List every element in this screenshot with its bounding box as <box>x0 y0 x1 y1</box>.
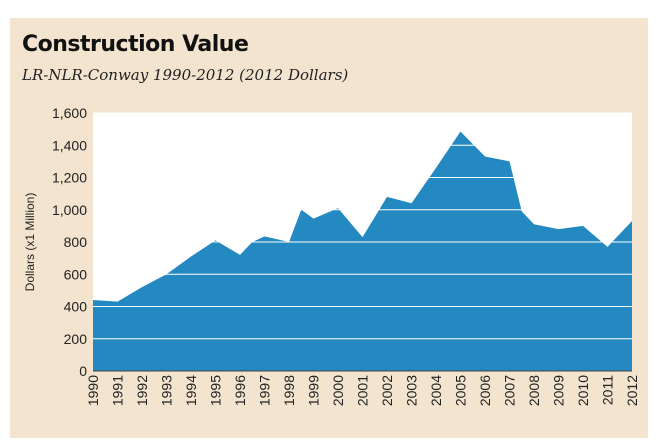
y-tick-label: 1,400 <box>52 137 87 153</box>
x-tick-label: 2012 <box>624 375 640 406</box>
y-tick-label: 1,000 <box>52 202 87 218</box>
x-tick-label: 1997 <box>257 375 273 406</box>
x-tick-label: 1990 <box>85 375 101 406</box>
y-tick-label: 0 <box>79 363 87 379</box>
area-series <box>93 131 632 371</box>
x-tick-label: 1992 <box>134 375 150 406</box>
chart-title: Construction Value <box>22 32 249 57</box>
x-tick-label: 2004 <box>428 375 444 406</box>
y-tick-label: 1,200 <box>52 170 87 186</box>
x-tick-label: 2007 <box>502 375 518 406</box>
x-tick-label: 2003 <box>404 375 420 406</box>
x-tick-label: 2002 <box>379 375 395 406</box>
y-axis-label: Dollars (x1 Million) <box>23 193 37 292</box>
y-tick-label: 1,600 <box>52 105 87 121</box>
x-tick-label: 2000 <box>330 375 346 406</box>
x-tick-label: 1995 <box>208 375 224 406</box>
x-tick-label: 1993 <box>159 375 175 406</box>
x-tick-label: 1998 <box>281 375 297 406</box>
x-tick-label: 2010 <box>575 375 591 406</box>
x-tick-label: 2005 <box>453 375 469 406</box>
y-tick-label: 600 <box>64 266 88 282</box>
x-tick-label: 2009 <box>551 375 567 406</box>
x-tick-label: 2008 <box>526 375 542 406</box>
y-tick-label: 400 <box>64 299 88 315</box>
x-tick-label: 1999 <box>306 375 322 406</box>
x-tick-label: 2006 <box>477 375 493 406</box>
y-tick-label: 800 <box>64 234 88 250</box>
y-tick-label: 200 <box>64 331 88 347</box>
x-tick-label: 1996 <box>232 375 248 406</box>
x-tick-label: 1994 <box>183 375 199 406</box>
x-tick-label: 2001 <box>355 375 371 406</box>
chart-subtitle: LR-NLR-Conway 1990-2012 (2012 Dollars) <box>22 66 349 84</box>
x-tick-label: 2011 <box>600 375 616 405</box>
x-tick-label: 1991 <box>110 375 126 406</box>
